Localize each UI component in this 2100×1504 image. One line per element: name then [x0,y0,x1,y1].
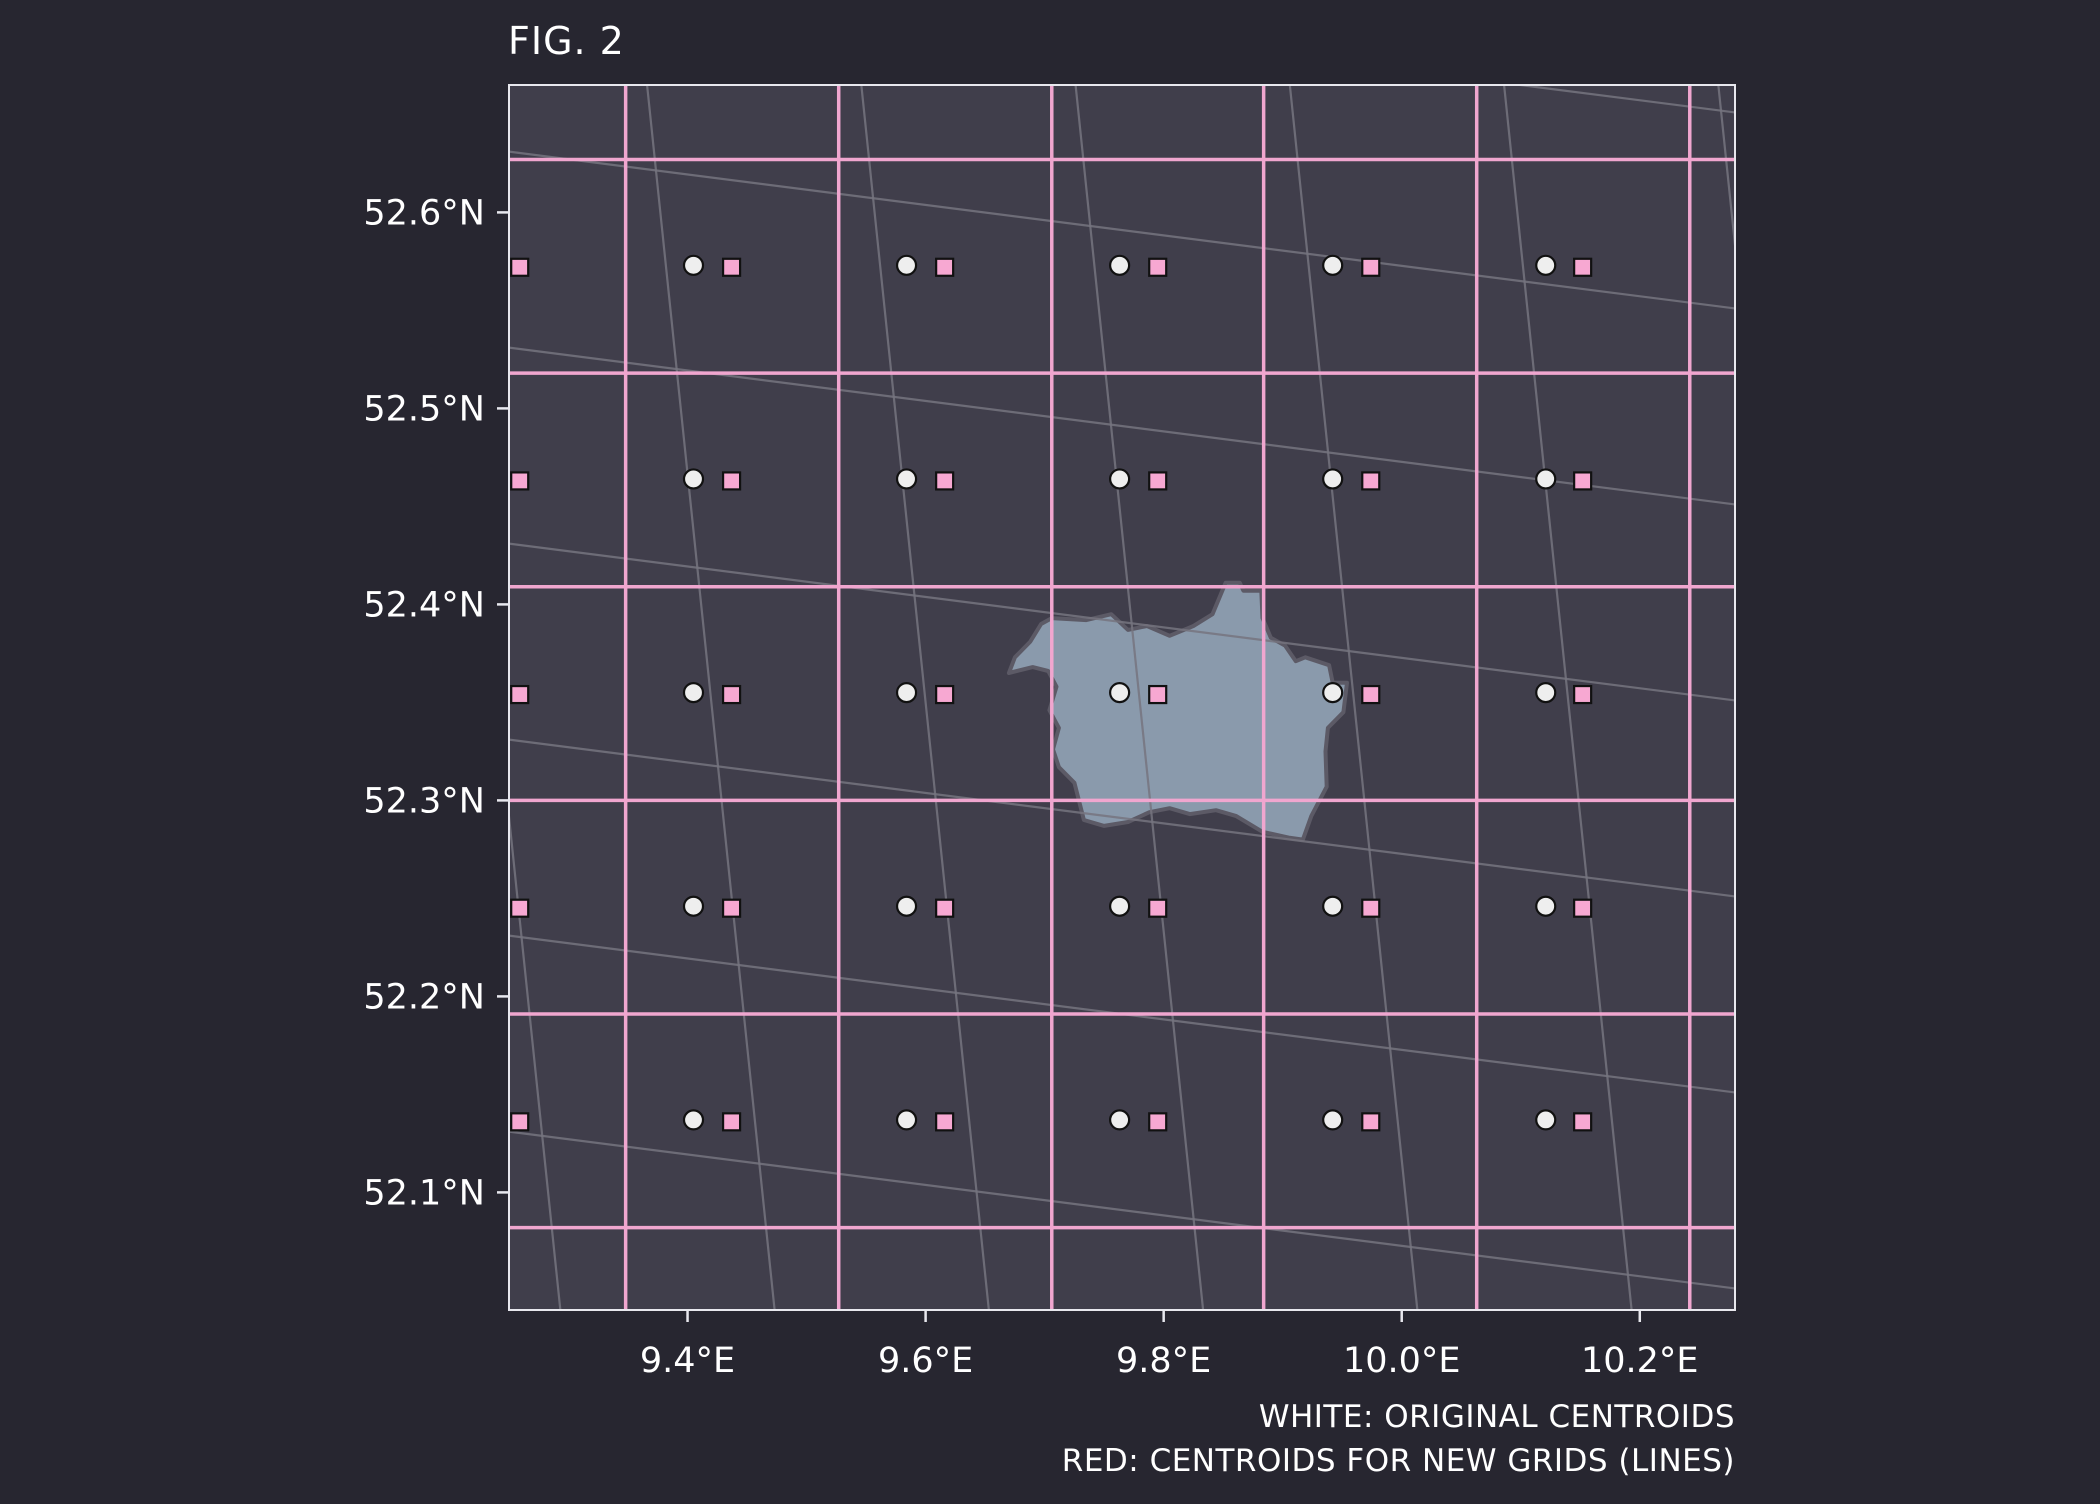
x-tick-label: 9.8°E [1116,1341,1211,1381]
new-centroid-marker [1361,684,1381,705]
new-centroid-marker [1573,898,1593,918]
original-centroid-marker [1322,254,1344,276]
new-centroid-marker [510,1112,530,1132]
original-centroid-marker [682,254,705,276]
original-grid-line-12 [509,150,1735,310]
original-centroid-marker [895,254,918,276]
new-centroid-marker [935,471,955,491]
original-centroid-marker [1322,681,1344,704]
new-centroid-marker [721,257,742,277]
new-centroid-marker [1573,471,1593,491]
original-grid-line-3 [1074,85,1205,1310]
original-centroid-marker [682,468,705,490]
axes: 52.1°N 52.2°N 52.3°N 52.4°N 52.5°N 52.6°N 9.4°… [363,193,1698,1381]
original-centroid-marker [1322,468,1344,490]
original-centroid-marker [1109,895,1131,917]
new-centroid-marker [721,898,742,918]
original-grid-line-10 [509,542,1735,702]
y-tick-label: 52.1°N [363,1173,485,1213]
y-tick-label: 52.2°N [363,977,485,1017]
new-centroid-marker [510,898,530,918]
plot-data [509,85,1735,1310]
original-centroid-marker [895,681,918,704]
new-centroid-marker [1573,257,1593,277]
original-grid-line-4 [1288,85,1419,1310]
new-centroid-marker [1148,257,1168,277]
y-tick-label: 52.5°N [363,389,485,429]
new-centroid-marker [510,257,530,277]
original-grid-line-7 [509,1130,1735,1290]
original-centroid-marker [1109,681,1131,704]
y-tick-label: 52.4°N [363,585,485,625]
new-centroid-marker [510,684,530,705]
original-centroid-marker [682,1109,705,1131]
new-centroid-marker [721,1112,742,1132]
new-centroid-marker [510,471,530,491]
original-grid-line-2 [860,85,990,1310]
original-grid-line-13 [1511,85,1735,114]
y-tick-label: 52.3°N [363,781,485,821]
new-centroid-marker [1573,1112,1593,1132]
new-centroid-marker [1148,1112,1168,1132]
original-grid-line-1 [645,85,776,1310]
x-tick-label: 9.6°E [878,1341,973,1381]
original-centroid-marker [682,895,705,917]
original-centroid-marker [1109,468,1131,490]
x-tick-label: 10.0°E [1343,1341,1461,1381]
original-grid-line-5 [1502,85,1633,1310]
new-centroid-marker [935,898,955,918]
original-grid-line-0 [509,806,562,1310]
new-centroid-marker [721,471,742,491]
new-centroid-marker [1148,898,1168,918]
caption-new-centroids: RED: CENTROIDS FOR NEW GRIDS (LINES) [1062,1443,1735,1479]
new-centroid-marker [1573,684,1593,705]
original-centroid-marker [1535,681,1557,704]
figure-title: FIG. 2 [508,19,625,63]
original-centroid-marker [1322,1109,1344,1131]
plot-panel-border [508,84,1736,1311]
original-centroid-marker [682,681,705,704]
x-tick-label: 9.4°E [640,1341,735,1381]
new-centroid-marker [935,1112,955,1132]
original-grid-line-9 [509,738,1735,898]
original-centroid-marker [1535,895,1557,917]
original-centroid-marker [895,468,918,490]
new-centroid-marker [935,257,955,277]
new-centroid-marker [1148,471,1168,491]
original-centroid-marker [1535,468,1557,490]
new-centroid-marker [1148,684,1168,705]
new-centroid-marker [1361,1112,1381,1132]
original-centroid-marker [1535,1109,1557,1131]
new-centroid-marker [935,684,955,705]
original-centroid-marker [1322,895,1344,917]
original-centroid-marker [895,1109,918,1131]
new-centroid-marker [721,684,742,705]
original-centroid-marker [1535,254,1557,276]
original-centroid-marker [895,895,918,917]
original-centroid-marker [1109,254,1131,276]
original-centroid-marker [1109,1109,1131,1131]
y-tick-label: 52.6°N [363,193,485,233]
new-centroid-marker [1361,257,1381,277]
caption-original-centroids: WHITE: ORIGINAL CENTROIDS [1259,1399,1735,1435]
x-tick-label: 10.2°E [1581,1341,1699,1381]
new-centroid-marker [1361,471,1381,491]
new-centroid-marker [1361,898,1381,918]
